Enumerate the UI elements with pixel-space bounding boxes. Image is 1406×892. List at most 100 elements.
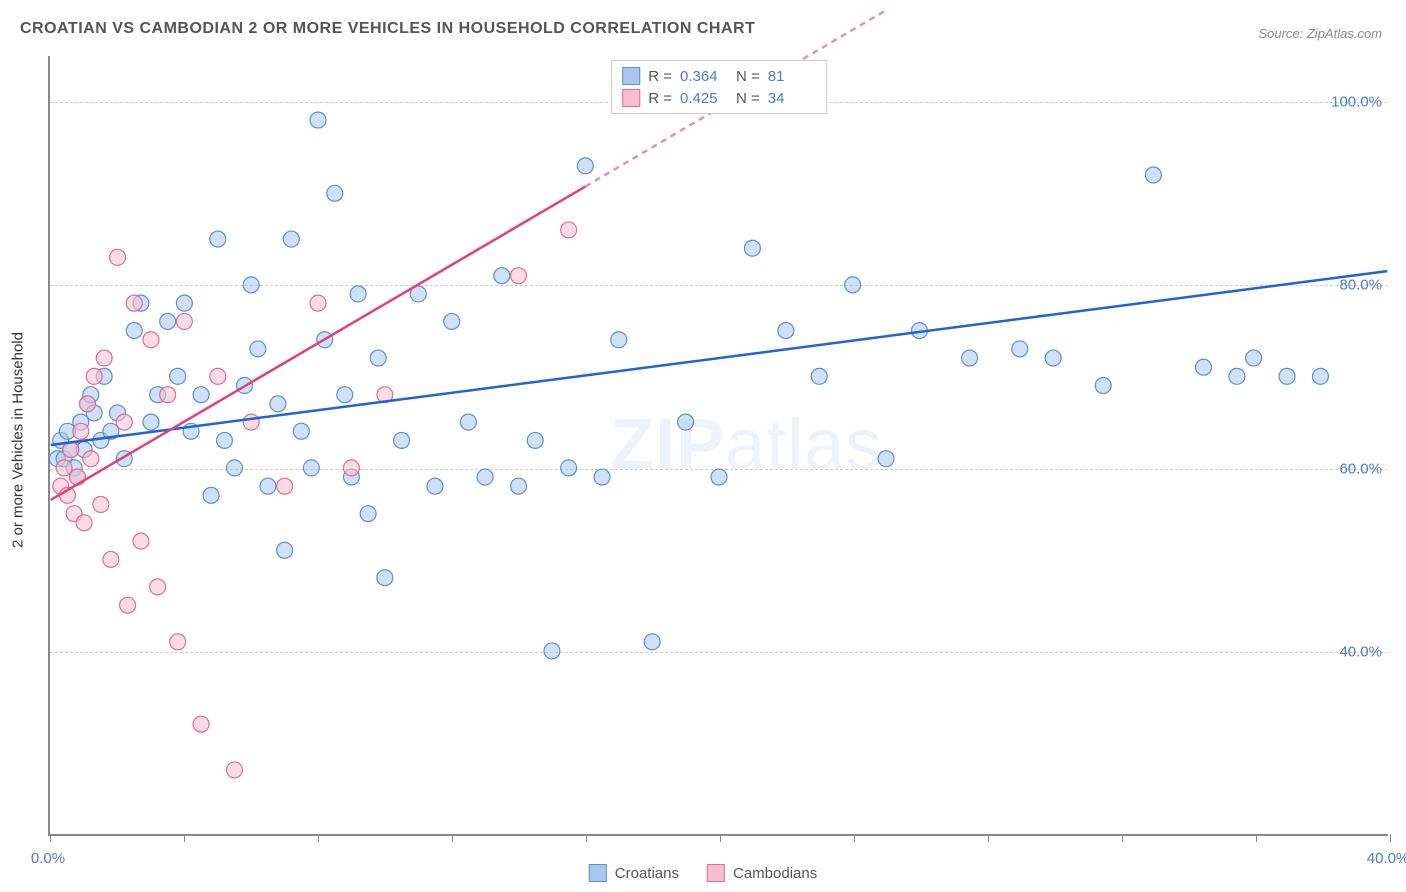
- legend-bottom: Croatians Cambodians: [589, 864, 817, 882]
- scatter-point: [260, 478, 276, 494]
- legend-bottom-label-0: Croatians: [615, 865, 679, 882]
- scatter-point: [377, 570, 393, 586]
- scatter-point: [350, 286, 366, 302]
- scatter-point: [878, 451, 894, 467]
- x-tick: [1256, 834, 1257, 842]
- scatter-point: [962, 350, 978, 366]
- scatter-point: [644, 634, 660, 650]
- scatter-point: [1229, 368, 1245, 384]
- scatter-point: [283, 231, 299, 247]
- scatter-point: [1045, 350, 1061, 366]
- y-tick-label: 60.0%: [1339, 460, 1382, 477]
- scatter-point: [143, 332, 159, 348]
- scatter-point: [370, 350, 386, 366]
- scatter-point: [1246, 350, 1262, 366]
- scatter-point: [337, 387, 353, 403]
- legend-bottom-swatch-1: [707, 864, 725, 882]
- r-label: R =: [648, 90, 672, 107]
- scatter-point: [86, 368, 102, 384]
- scatter-point: [93, 497, 109, 513]
- n-value-1: 34: [768, 90, 816, 107]
- scatter-point: [427, 478, 443, 494]
- scatter-point: [277, 478, 293, 494]
- scatter-point: [1095, 378, 1111, 394]
- r-value-1: 0.425: [680, 90, 728, 107]
- legend-bottom-item-0: Croatians: [589, 864, 679, 882]
- scatter-point: [343, 460, 359, 476]
- scatter-point: [96, 350, 112, 366]
- scatter-point: [160, 313, 176, 329]
- scatter-point: [176, 313, 192, 329]
- scatter-point: [1145, 167, 1161, 183]
- chart-container: CROATIAN VS CAMBODIAN 2 OR MORE VEHICLES…: [0, 0, 1406, 892]
- scatter-point: [611, 332, 627, 348]
- scatter-point: [845, 277, 861, 293]
- x-tick: [586, 834, 587, 842]
- scatter-point: [811, 368, 827, 384]
- scatter-point: [270, 396, 286, 412]
- scatter-point: [1012, 341, 1028, 357]
- scatter-point: [73, 423, 89, 439]
- scatter-point: [544, 643, 560, 659]
- r-value-0: 0.364: [680, 68, 728, 85]
- legend-bottom-label-1: Cambodians: [733, 865, 817, 882]
- scatter-point: [79, 396, 95, 412]
- scatter-svg: [50, 56, 1388, 834]
- scatter-point: [243, 414, 259, 430]
- scatter-point: [310, 295, 326, 311]
- y-tick-label: 100.0%: [1331, 93, 1382, 110]
- scatter-point: [511, 478, 527, 494]
- scatter-point: [160, 387, 176, 403]
- legend-bottom-swatch-0: [589, 864, 607, 882]
- trend-line: [51, 271, 1388, 445]
- scatter-point: [243, 277, 259, 293]
- x-tick: [50, 834, 51, 842]
- scatter-point: [293, 423, 309, 439]
- scatter-point: [227, 762, 243, 778]
- scatter-point: [250, 341, 266, 357]
- scatter-point: [511, 268, 527, 284]
- legend-swatch-0: [622, 67, 640, 85]
- scatter-point: [594, 469, 610, 485]
- scatter-point: [277, 542, 293, 558]
- scatter-point: [69, 469, 85, 485]
- scatter-point: [150, 579, 166, 595]
- scatter-point: [120, 597, 136, 613]
- scatter-point: [170, 634, 186, 650]
- legend-top: R = 0.364 N = 81 R = 0.425 N = 34: [611, 60, 827, 114]
- scatter-point: [76, 515, 92, 531]
- x-tick-label: 0.0%: [31, 850, 65, 867]
- legend-top-row-0: R = 0.364 N = 81: [622, 65, 816, 87]
- legend-top-row-1: R = 0.425 N = 34: [622, 87, 816, 109]
- scatter-point: [778, 323, 794, 339]
- x-tick-label: 40.0%: [1367, 850, 1406, 867]
- x-tick: [854, 834, 855, 842]
- y-axis-label: 2 or more Vehicles in Household: [10, 332, 27, 548]
- trend-line: [51, 187, 586, 500]
- x-tick: [720, 834, 721, 842]
- scatter-point: [126, 295, 142, 311]
- source-label: Source: ZipAtlas.com: [1258, 26, 1382, 41]
- n-label: N =: [736, 90, 760, 107]
- scatter-point: [1279, 368, 1295, 384]
- scatter-point: [170, 368, 186, 384]
- scatter-point: [494, 268, 510, 284]
- x-tick: [988, 834, 989, 842]
- scatter-point: [711, 469, 727, 485]
- scatter-point: [744, 240, 760, 256]
- scatter-point: [103, 551, 119, 567]
- y-tick-label: 80.0%: [1339, 277, 1382, 294]
- scatter-point: [143, 414, 159, 430]
- scatter-point: [527, 432, 543, 448]
- scatter-point: [394, 432, 410, 448]
- legend-swatch-1: [622, 89, 640, 107]
- scatter-point: [310, 112, 326, 128]
- scatter-point: [1196, 359, 1212, 375]
- scatter-point: [176, 295, 192, 311]
- r-label: R =: [648, 68, 672, 85]
- y-tick-label: 40.0%: [1339, 644, 1382, 661]
- scatter-point: [561, 460, 577, 476]
- scatter-point: [561, 222, 577, 238]
- scatter-point: [203, 487, 219, 503]
- scatter-point: [110, 249, 126, 265]
